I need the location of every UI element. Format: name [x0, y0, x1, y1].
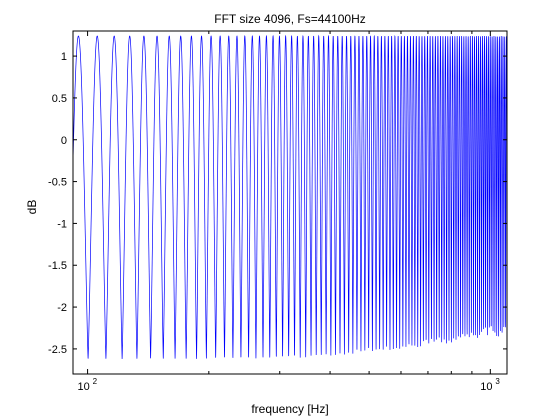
- y-tick-label: -2.5: [48, 344, 67, 356]
- x-tick-exponent: 2: [93, 377, 98, 386]
- y-axis-label: dB: [25, 200, 39, 215]
- axes-box: [72, 30, 508, 375]
- x-tick-exponent: 3: [495, 377, 500, 386]
- y-tick-label: 1: [61, 51, 67, 63]
- axis-ticks: 10.50-0.5-1-1.5-2-2.510 2 10 3: [48, 31, 507, 393]
- y-tick-label: -0.5: [48, 177, 67, 189]
- plot-area: [73, 34, 507, 359]
- x-tick-label: 10: [77, 381, 89, 393]
- x-axis-label: frequency [Hz]: [251, 402, 328, 416]
- y-tick-label: -1: [57, 218, 67, 230]
- y-tick-label: 0.5: [52, 93, 67, 105]
- series-line-1: [73, 34, 507, 359]
- chart-title: FFT size 4096, Fs=44100Hz: [214, 12, 366, 26]
- y-tick-label: 0: [61, 135, 67, 147]
- y-tick-label: -2: [57, 302, 67, 314]
- y-tick-label: -1.5: [48, 260, 67, 272]
- x-tick-label: 10: [480, 381, 492, 393]
